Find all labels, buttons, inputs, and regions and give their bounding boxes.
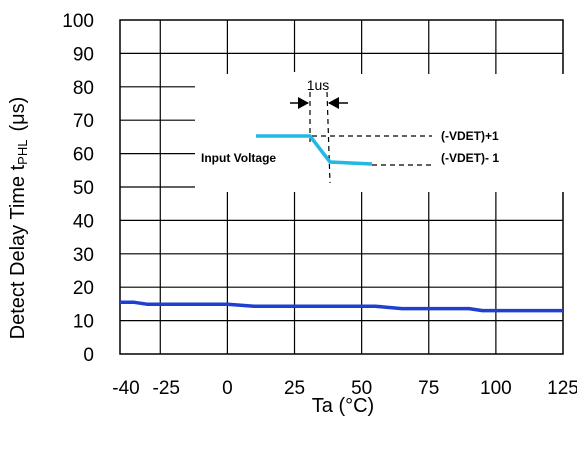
y-tick-label: 100 [62,11,94,32]
series-layer [120,300,563,313]
y-axis-title-main: Detect Delay Time t [7,164,29,339]
y-tick-label: 30 [73,245,94,266]
inset-background [195,74,565,192]
x-tick-label: 75 [418,378,439,399]
y-tick-label: 90 [73,44,94,65]
x-axis-title: Ta (°C) [312,395,374,417]
x-tick-label: 25 [284,378,305,399]
inset-arrowhead-left [298,97,309,109]
inset-arrowhead-right [328,97,339,109]
y-tick-label: 50 [73,178,94,199]
x-tick-label: 0 [222,378,233,399]
x-tick-label: 100 [480,378,512,399]
y-axis-title-subscript: PHL [15,140,30,165]
x-tick-label: -25 [153,378,180,399]
series-line [120,300,563,313]
x-tick-label: 125 [547,378,577,399]
x-tick-label: -40 [112,378,139,399]
y-tick-label: 80 [73,78,94,99]
tick-layer: 0 10 20 30 40 50 60 70 80 90 100 -40 -25 0 25 50 75 100 12… [62,11,577,399]
x-tick-label: 50 [351,378,372,399]
y-tick-label: 60 [73,145,94,166]
y-tick-label: 20 [73,278,94,299]
inset-1us-background [288,72,348,94]
y-tick-label: 40 [73,211,94,232]
y-tick-label: 70 [73,111,94,132]
inset-low-threshold-label: (-VDET)- 1 [441,151,499,165]
y-axis-title: Detect Delay Time tPHL (μs) [7,97,30,340]
inset-diagram: 1us Input Voltage (-VDET)+1 (-VDET)- 1 [195,72,565,192]
y-tick-label: 10 [73,312,94,333]
y-tick-label: 0 [83,345,94,366]
inset-input-waveform [256,134,373,166]
y-axis-title-unit: (μs) [7,97,29,132]
inset-1us-label: 1us [307,77,330,93]
inset-high-threshold-label: (-VDET)+1 [441,129,499,143]
inset-marker-right [326,91,331,184]
inset-input-voltage-label: Input Voltage [201,151,276,165]
